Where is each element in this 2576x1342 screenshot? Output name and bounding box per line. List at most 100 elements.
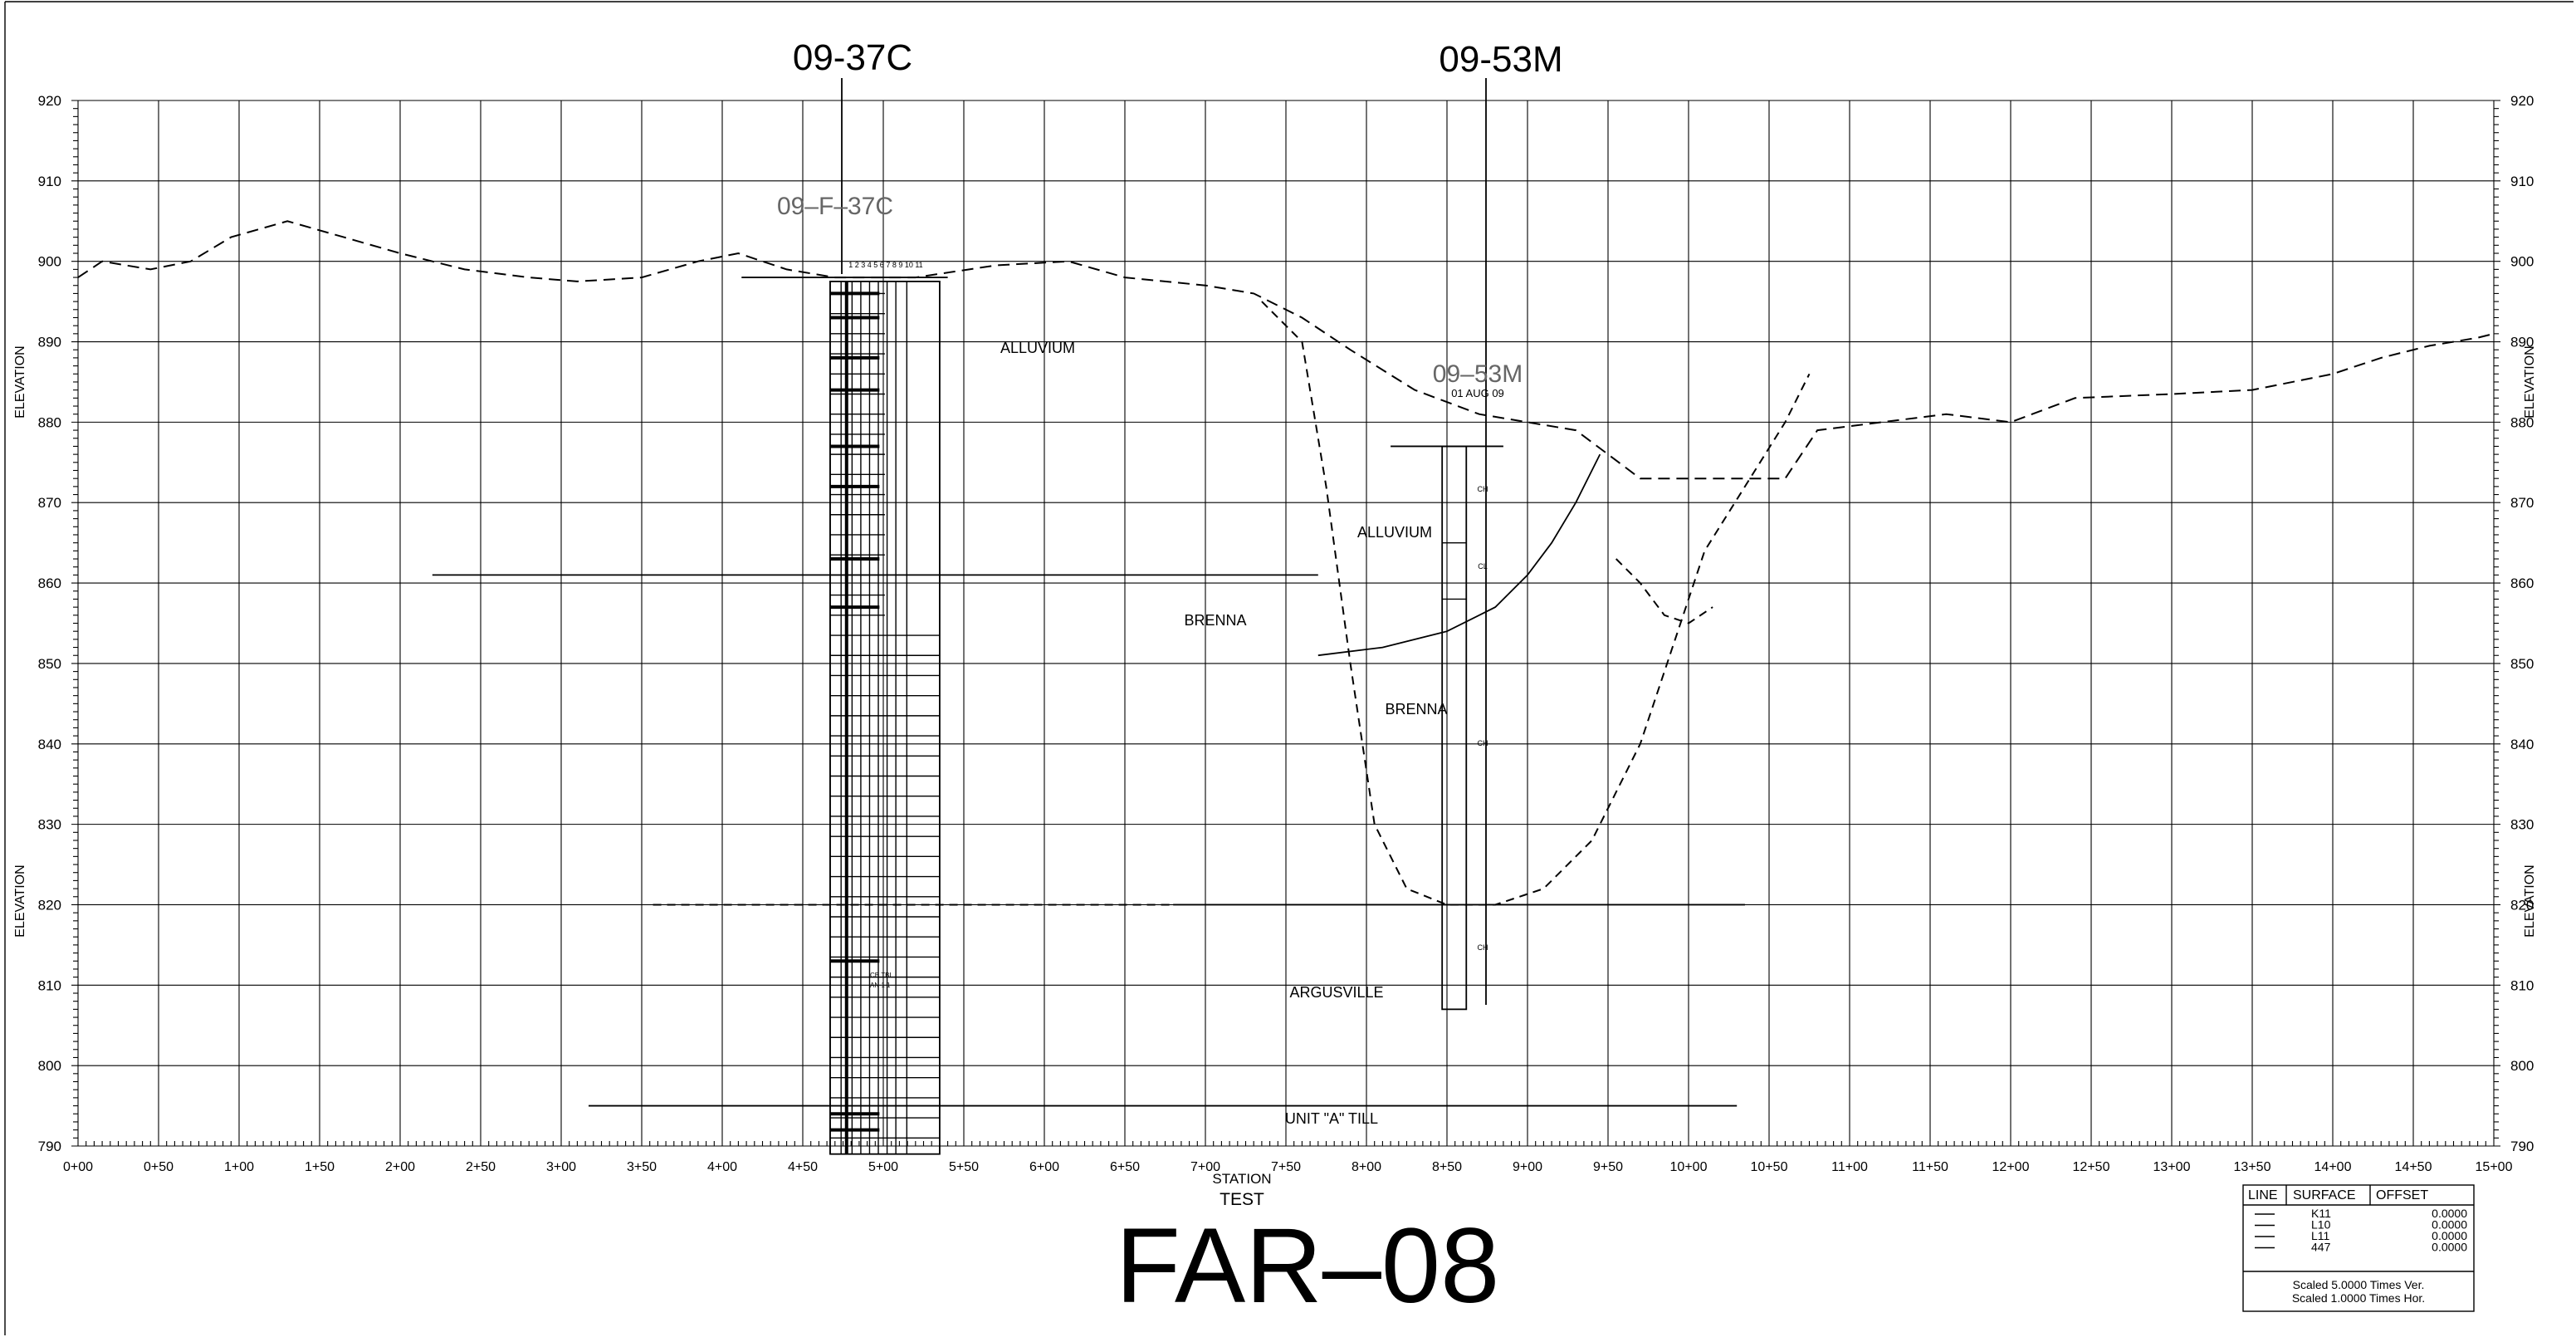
- station-tick: 6+00: [1029, 1160, 1059, 1174]
- y-axis-label-left-upper: ELEVATION: [13, 345, 27, 418]
- legend-header-offset: OFFSET: [2376, 1188, 2428, 1202]
- surface-legend-table: LINE SURFACE OFFSET K11 0.0000 L10 0.0000 L1…: [2242, 1184, 2475, 1312]
- y-axis-label-right-lower: ELEVATION: [2523, 864, 2537, 937]
- log-09-53m-code-1: CH: [1478, 485, 1488, 493]
- elevation-tick-right: 880: [2510, 414, 2534, 430]
- station-tick: 11+00: [1831, 1160, 1868, 1174]
- legend-scale-horizontal: Scaled 1.0000 Times Hor.: [2292, 1291, 2425, 1305]
- station-tick: 4+00: [707, 1160, 737, 1174]
- station-tick: 10+50: [1751, 1160, 1788, 1174]
- x-axis-label: STATION: [1212, 1171, 1271, 1187]
- station-tick: 1+00: [224, 1160, 254, 1174]
- station-tick: 12+00: [1992, 1160, 2030, 1174]
- elevation-tick-right: 800: [2510, 1058, 2534, 1074]
- station-tick: 0+00: [63, 1160, 93, 1174]
- elevation-tick-right: 890: [2510, 335, 2534, 350]
- unit-label-brenna-1: BRENNA: [1184, 612, 1246, 629]
- elevation-tick-left: 840: [38, 737, 61, 752]
- station-tick: 5+50: [949, 1160, 979, 1174]
- unit-label-alluvium-1: ALLUVIUM: [1000, 340, 1075, 356]
- station-tick: 7+50: [1271, 1160, 1301, 1174]
- station-tick: 1+50: [305, 1160, 335, 1174]
- log-09-37c-columns: 1 2 3 4 5 6 7 8 9 10 11: [848, 261, 922, 269]
- log-09-53m-code-4: CH: [1478, 943, 1488, 952]
- log-09-53m-name: 09–53M: [1433, 360, 1523, 388]
- station-tick: 14+50: [2395, 1160, 2432, 1174]
- profile-grid: [71, 100, 2500, 1147]
- elevation-tick-right: 820: [2510, 897, 2534, 913]
- legend-header-surface: SURFACE: [2293, 1188, 2356, 1202]
- drawing-title: FAR–08: [1116, 1207, 1500, 1325]
- station-tick: 8+50: [1432, 1160, 1462, 1174]
- log-09-37c-note-2: AN 1 1: [870, 982, 891, 989]
- alluvium-pocket-line: [1615, 558, 1713, 624]
- log-09-53m-frame: [1441, 445, 1468, 1011]
- legend-scale-vertical: Scaled 5.0000 Times Ver.: [2293, 1278, 2425, 1291]
- station-tick: 2+50: [466, 1160, 496, 1174]
- unit-label-brenna-2: BRENNA: [1385, 701, 1447, 718]
- station-tick: 5+00: [868, 1160, 898, 1174]
- boring-log-09-53m: [1441, 445, 1468, 1011]
- x-axis-sublabel: TEST: [1220, 1190, 1264, 1209]
- elevation-tick-left: 890: [38, 335, 61, 350]
- legend-surface-name: 447: [2311, 1241, 2331, 1254]
- elevation-tick-right: 840: [2510, 737, 2534, 752]
- station-tick: 13+50: [2234, 1160, 2271, 1174]
- elevation-tick-left: 830: [38, 817, 61, 833]
- log-09-53m-code-3: CH: [1478, 739, 1488, 747]
- legend-offset-value: 0.0000: [2432, 1229, 2467, 1242]
- elevation-tick-left: 920: [38, 93, 61, 109]
- legend-frame: [2242, 1184, 2475, 1312]
- station-tick: 13+00: [2153, 1160, 2191, 1174]
- boring-label-09-53m: 09-53M: [1439, 39, 1562, 80]
- y-axis-label-left-lower: ELEVATION: [13, 864, 27, 937]
- station-tick: 7+00: [1190, 1160, 1220, 1174]
- elevation-tick-left: 810: [38, 977, 61, 993]
- elevation-tick-right: 850: [2510, 656, 2534, 672]
- station-tick-labels: 0+00 0+50 1+00 1+50 2+00 2+50 3+00 3+50 4+00 4+50…: [63, 1160, 2513, 1174]
- elevation-tick-left: 800: [38, 1058, 61, 1074]
- legend-offset-value: 0.0000: [2432, 1207, 2467, 1220]
- elevation-tick-left: 790: [38, 1139, 61, 1154]
- legend-surface-name: L10: [2311, 1218, 2331, 1232]
- elevation-tick-right: 860: [2510, 575, 2534, 591]
- unit-label-unit-a-till: UNIT "A" TILL: [1285, 1110, 1378, 1127]
- log-09-37c-note-1: CB TBL: [870, 972, 893, 979]
- station-tick: 4+50: [788, 1160, 818, 1174]
- station-tick: 3+50: [627, 1160, 657, 1174]
- station-tick: 8+00: [1352, 1160, 1381, 1174]
- elevation-tick-right: 810: [2510, 977, 2534, 993]
- station-tick: 15+00: [2476, 1160, 2513, 1174]
- unit-label-alluvium-2: ALLUVIUM: [1357, 524, 1432, 541]
- elevation-tick-left: 880: [38, 414, 61, 430]
- station-tick: 11+50: [1912, 1160, 1948, 1174]
- station-tick: 9+50: [1593, 1160, 1623, 1174]
- elevation-tick-right: 790: [2510, 1139, 2534, 1154]
- elevation-tick-labels: 920 920 910 910 900 900 890 890 880 880 870 870 860 8…: [38, 93, 2534, 1154]
- elevation-tick-right: 900: [2510, 254, 2534, 270]
- station-tick: 0+50: [144, 1160, 174, 1174]
- ground-surface-line: [77, 220, 2495, 480]
- boring-log-09-37c: [829, 281, 941, 1155]
- brenna-contact-line: [1317, 453, 1601, 657]
- unit-label-argusville: ARGUSVILLE: [1289, 984, 1383, 1001]
- elevation-tick-left: 820: [38, 897, 61, 913]
- elevation-tick-left: 850: [38, 656, 61, 672]
- station-tick: 10+00: [1670, 1160, 1708, 1174]
- station-tick: 3+00: [546, 1160, 576, 1174]
- elevation-tick-right: 830: [2510, 817, 2534, 833]
- log-09-37c-name: 09–F–37C: [777, 193, 893, 220]
- elevation-tick-left: 900: [38, 254, 61, 270]
- elevation-tick-right: 870: [2510, 495, 2534, 511]
- elevation-tick-right: 920: [2510, 93, 2534, 109]
- y-axis-label-right-upper: ELEVATION: [2523, 345, 2537, 418]
- station-tick: 12+50: [2073, 1160, 2110, 1174]
- elevation-tick-right: 910: [2510, 174, 2534, 189]
- station-tick: 2+00: [385, 1160, 415, 1174]
- boring-label-09-37c: 09-37C: [793, 37, 912, 78]
- log-09-53m-code-2: CL: [1478, 562, 1488, 571]
- log-09-53m-date: 01 AUG 09: [1451, 387, 1504, 399]
- legend-rows: K11 0.0000 L10 0.0000 L11 0.0000 447 0.0000: [2255, 1207, 2467, 1254]
- station-tick: 14+00: [2314, 1160, 2352, 1174]
